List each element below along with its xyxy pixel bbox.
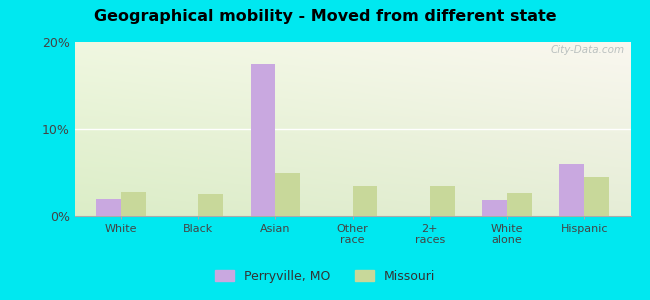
Bar [96,199,121,216]
Bar [251,64,276,216]
Bar [352,185,377,216]
Bar [507,193,532,216]
Bar [430,185,454,216]
Bar [482,200,507,216]
Bar [560,164,584,216]
Legend: Perryville, MO, Missouri: Perryville, MO, Missouri [210,265,440,288]
Bar [584,177,609,216]
Bar [198,194,223,216]
Text: City-Data.com: City-Data.com [551,46,625,56]
Text: Geographical mobility - Moved from different state: Geographical mobility - Moved from diffe… [94,9,556,24]
Bar [276,172,300,216]
Bar [121,192,146,216]
